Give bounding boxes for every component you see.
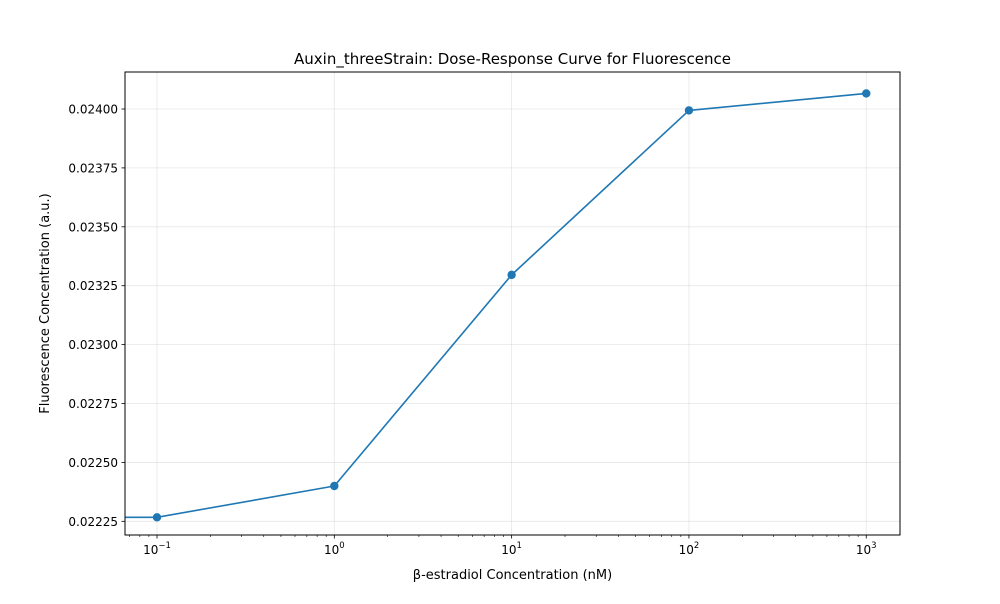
data-point [152,513,162,522]
x-axis-label: β-estradiol Concentration (nM) [413,568,612,583]
y-tick-label: 0.02250 [68,456,118,470]
y-tick-label: 0.02375 [68,161,118,175]
plot-frame [124,71,901,536]
y-tick-label: 0.02325 [68,279,118,293]
x-tick-label: 102 [679,541,700,557]
grid-lines [125,72,900,535]
y-axis-ticks: 0.02225 0.02250 0.02275 0.02300 0.02325 0.023… [68,102,125,529]
y-axis-label: Fluorescence Concentration (a.u.) [38,193,53,414]
x-tick-label: 100 [324,541,345,557]
data-point [330,481,339,491]
x-axis-ticks: 10−1 100 101 102 103 [129,535,877,557]
data-point [862,89,871,98]
chart-title: Auxin_threeStrain: Dose-Response Curve f… [294,50,731,69]
x-tick-label: 103 [856,541,877,557]
y-tick-label: 0.02350 [68,220,118,234]
x-tick-label: 10−1 [143,541,171,557]
data-point [507,270,516,280]
series-line [125,92,867,519]
x-tick-label: 101 [501,541,522,557]
y-tick-label: 0.02225 [68,515,118,529]
y-tick-label: 0.02300 [68,338,118,352]
data-series [125,89,871,522]
data-point [684,106,694,115]
y-tick-label: 0.02275 [68,397,118,411]
y-tick-label: 0.02400 [68,102,118,116]
